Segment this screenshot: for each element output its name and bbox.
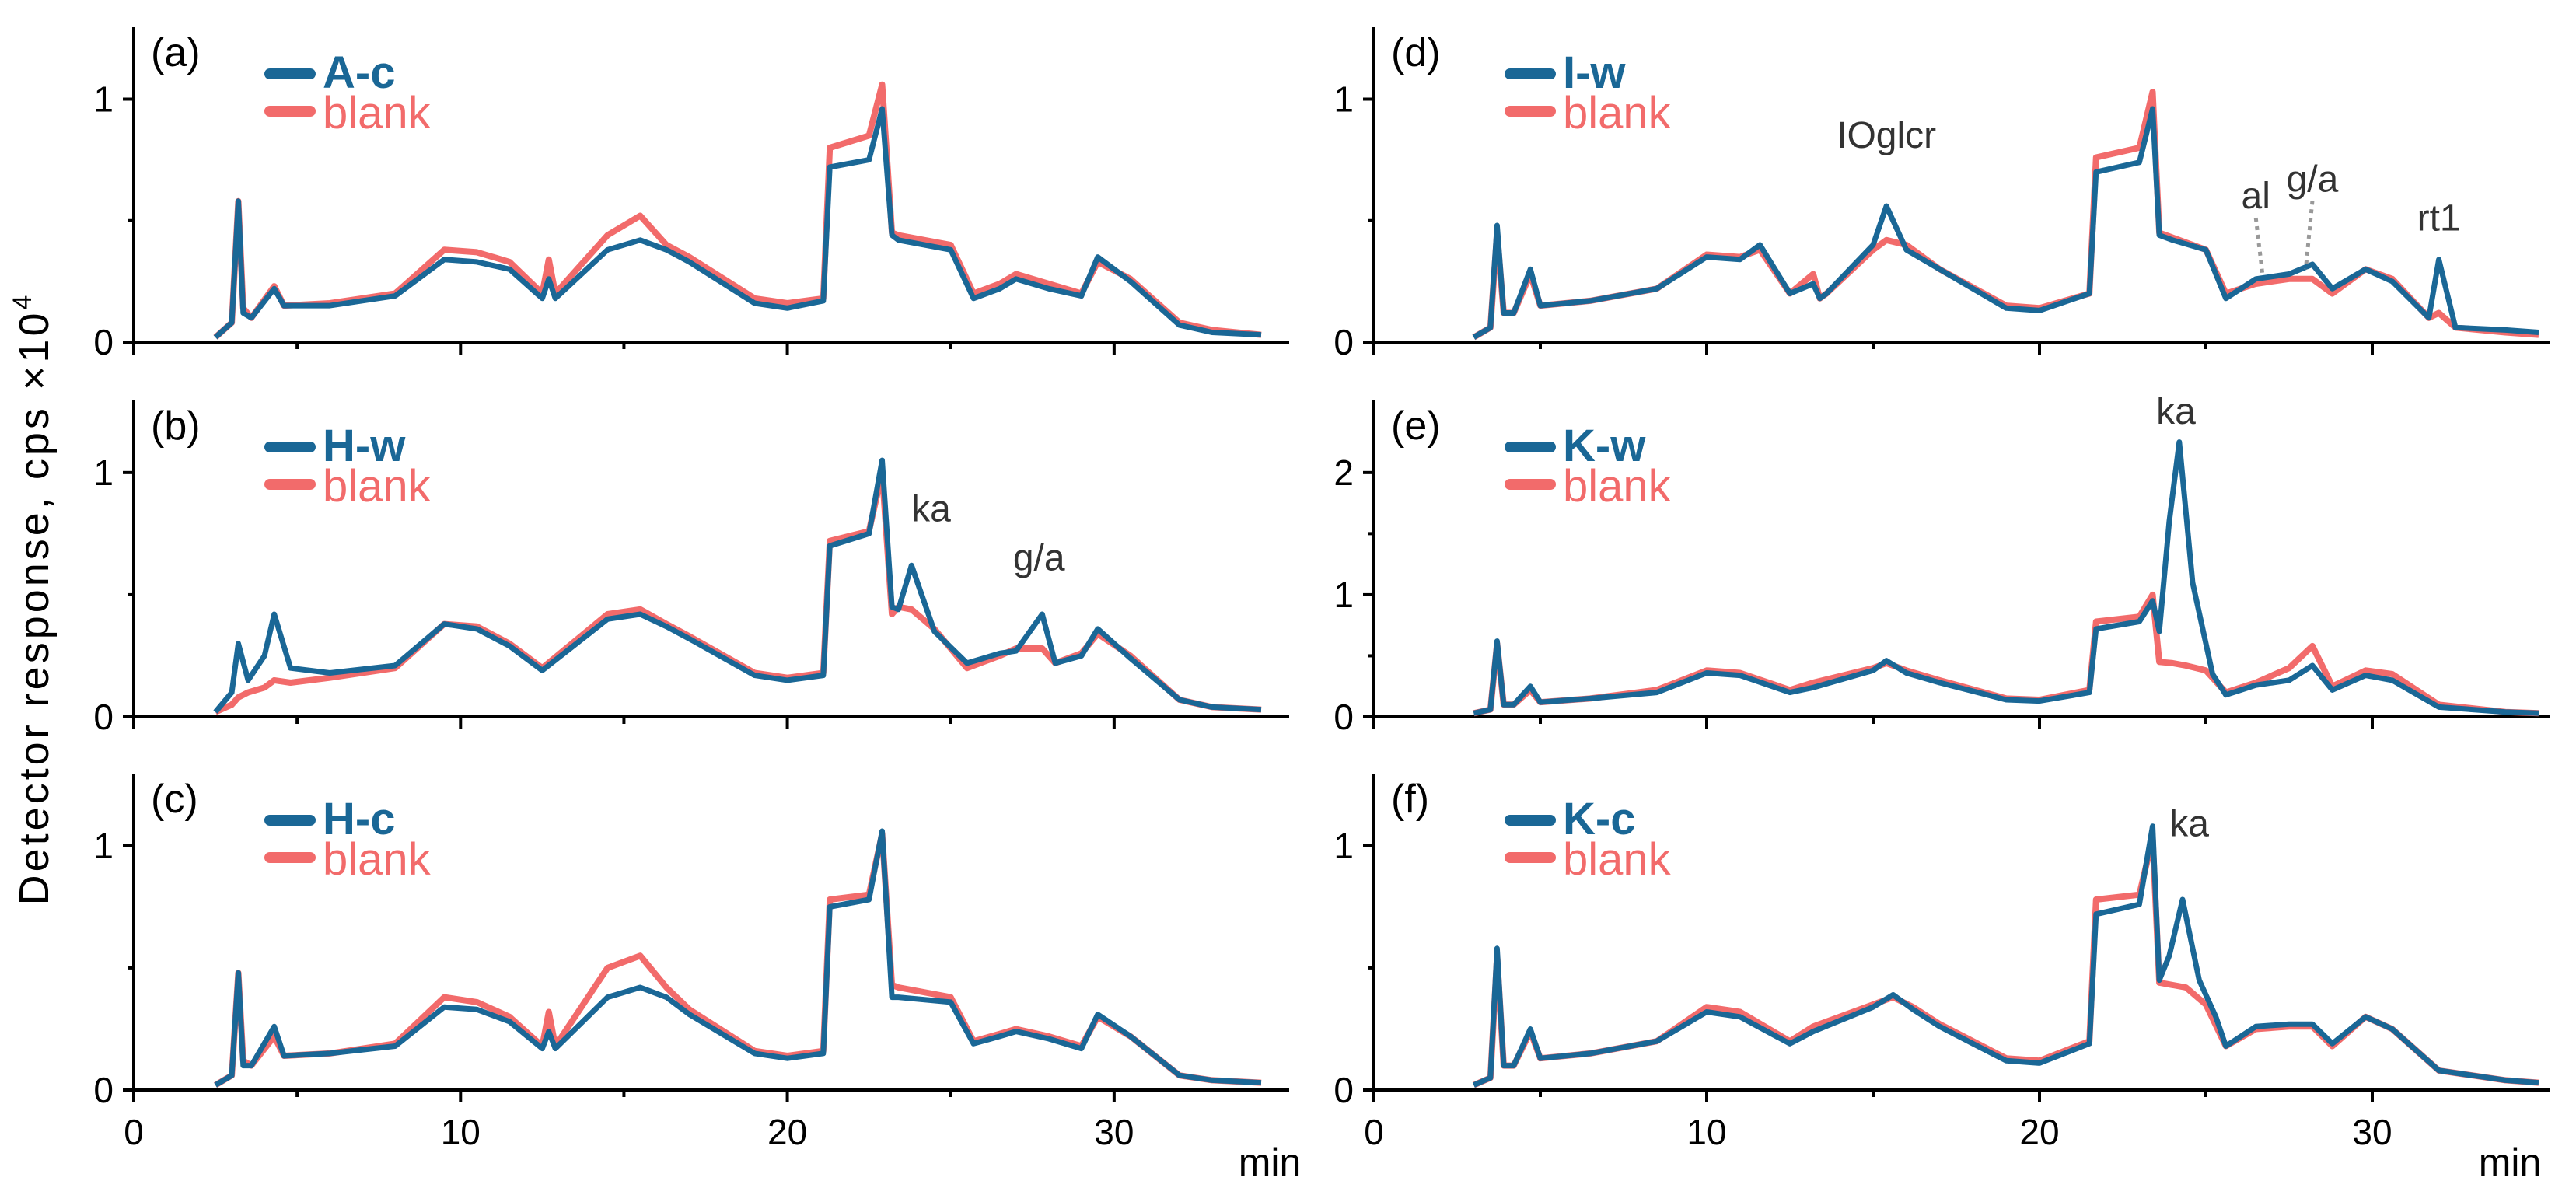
peak-annotation: ka [2169,803,2209,844]
x-tick-label: 20 [767,1112,807,1152]
panel-label: (a) [151,30,201,75]
panel-label: (b) [151,404,201,449]
y-axis-title: Detector response, cps ×104 [8,292,58,906]
series-line-sample [1472,823,2539,1088]
peak-annotation: g/a [1013,538,1065,579]
peak-annotation: ka [2156,391,2196,432]
legend-label-blank: blank [1563,461,1672,512]
legend-label-sample: H-c [323,794,395,844]
x-tick-label: 20 [2019,1112,2059,1152]
x-tick-label: 30 [1094,1112,1134,1152]
x-tick-label: 0 [1364,1112,1384,1152]
x-tick-label: 10 [441,1112,481,1152]
x-tick-label: 10 [1686,1112,1726,1152]
y-tick-label: 0 [93,697,114,737]
legend-label-blank: blank [1563,88,1672,138]
y-tick-label: 0 [1333,1070,1354,1110]
panel-label: (c) [151,777,198,822]
legend-label-blank: blank [323,461,432,512]
series-line-sample [213,106,1262,340]
panel-label: (d) [1391,30,1441,75]
y-tick-label: 1 [1333,79,1354,120]
annotation-leader [2253,217,2265,274]
legend-label-blank: blank [323,88,432,138]
series-line-sample [1472,106,2539,340]
legend-label-blank: blank [1563,834,1672,885]
peak-annotation: al [2242,176,2270,217]
panel-label: (e) [1391,404,1441,449]
annotation-leader [2303,201,2315,270]
y-tick-label: 1 [93,452,114,493]
peak-annotation: IOglcr [1837,115,1936,156]
y-tick-label: 0 [1333,697,1354,737]
y-tick-label: 1 [1333,575,1354,615]
legend-label-sample: K-c [1563,794,1635,844]
legend-label-sample: I-w [1563,47,1626,98]
y-tick-label: 0 [93,322,114,362]
y-tick-label: 1 [93,826,114,866]
peak-annotation: rt1 [2417,197,2461,239]
series-line-sample [214,828,1262,1088]
legend-label-sample: K-w [1563,421,1646,471]
x-unit-label-left: min [1239,1141,1302,1184]
y-tick-label: 1 [93,79,114,120]
peak-annotation: g/a [2287,159,2339,200]
x-tick-label: 0 [124,1112,144,1152]
legend-label-blank: blank [323,834,432,885]
y-tick-label: 1 [1333,826,1354,866]
x-unit-label-right: min [2479,1141,2542,1184]
y-tick-label: 2 [1333,452,1354,493]
y-tick-label: 0 [1333,322,1354,362]
panel-label: (f) [1391,777,1429,822]
series-line-sample [1473,439,2539,716]
legend-label-sample: H-w [323,421,406,471]
y-axis-title-superscript: 4 [8,292,37,310]
series-line-sample [213,457,1262,714]
y-tick-label: 0 [93,1070,114,1110]
peak-annotation: ka [911,489,951,530]
legend-label-sample: A-c [323,47,395,98]
x-tick-label: 30 [2352,1112,2392,1152]
